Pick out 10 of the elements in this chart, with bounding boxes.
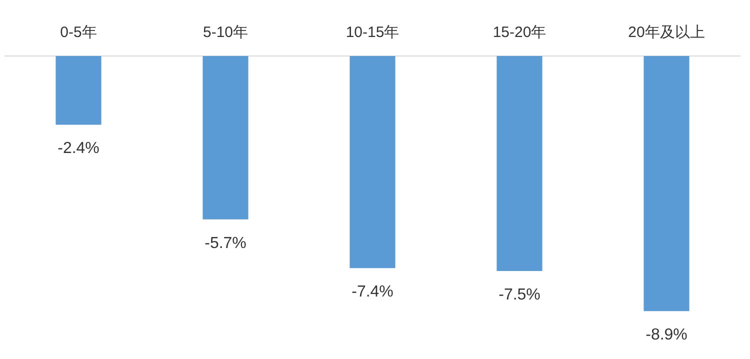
- x-tick-label: 20年及以上: [628, 24, 705, 42]
- x-tick-label: 0-5年: [60, 24, 97, 42]
- x-tick-label: 15-20年: [492, 24, 546, 42]
- data-label: -5.7%: [204, 234, 246, 252]
- data-label: -2.4%: [58, 140, 100, 158]
- x-tick-label: 10-15年: [346, 24, 400, 42]
- data-label: -7.4%: [352, 284, 394, 301]
- data-label: -7.5%: [498, 286, 540, 304]
- x-tick-label: 5-10年: [202, 24, 248, 42]
- data-label: -8.9%: [646, 326, 688, 344]
